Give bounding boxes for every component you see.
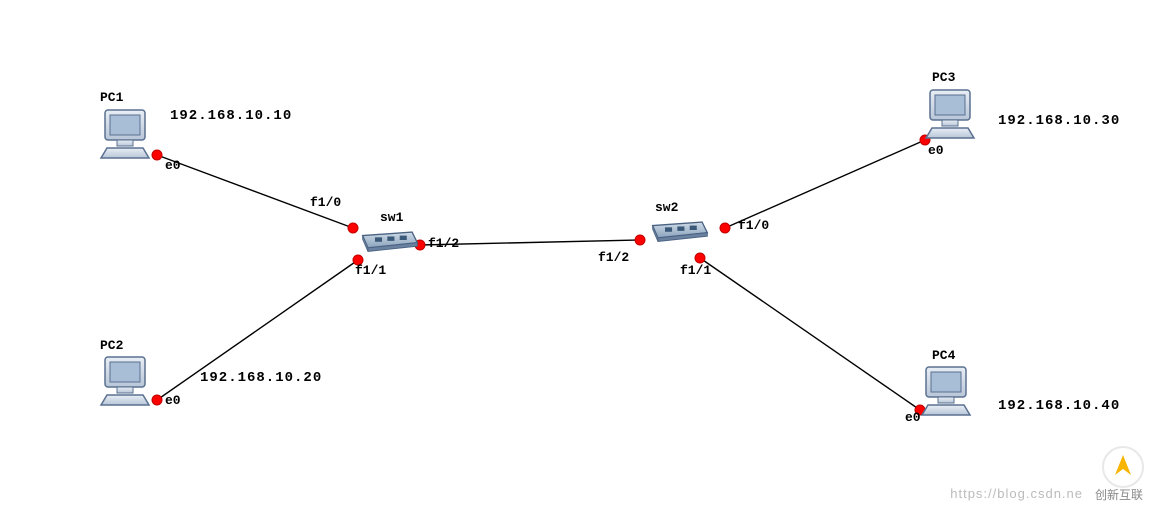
pc1-icon xyxy=(95,108,155,163)
sw1-icon xyxy=(355,225,425,255)
pc2-label: PC2 xyxy=(100,338,123,353)
pc3-icon xyxy=(920,88,980,143)
pc1-label: PC1 xyxy=(100,90,123,105)
pc3-label: PC3 xyxy=(932,70,955,85)
pc4-icon xyxy=(916,365,976,420)
sw2-icon xyxy=(645,215,715,245)
sw1-label: sw1 xyxy=(380,210,403,225)
sw2-label: sw2 xyxy=(655,200,678,215)
pc2-ip: 192.168.10.20 xyxy=(200,370,322,386)
pc3-iface: e0 xyxy=(928,143,944,158)
watermark-text: https://blog.csdn.ne xyxy=(950,486,1083,501)
sw2-f10: f1/0 xyxy=(738,218,769,233)
link-layer xyxy=(0,0,1173,507)
sw1-f10: f1/0 xyxy=(310,195,341,210)
logo-text: 创新互联 xyxy=(1095,486,1143,503)
pc4-ip: 192.168.10.40 xyxy=(998,398,1120,414)
network-diagram: PC1 PC2 PC3 PC4 sw1 sw2 192.168.10.10 19… xyxy=(0,0,1173,507)
pc2-icon xyxy=(95,355,155,410)
pc1-ip: 192.168.10.10 xyxy=(170,108,292,124)
sw1-f12: f1/2 xyxy=(428,236,459,251)
sw2-f12: f1/2 xyxy=(598,250,629,265)
pc4-label: PC4 xyxy=(932,348,955,363)
sw2-f11: f1/1 xyxy=(680,263,711,278)
sw1-f11: f1/1 xyxy=(355,263,386,278)
logo-icon xyxy=(1101,445,1145,489)
pc1-iface: e0 xyxy=(165,158,181,173)
pc3-ip: 192.168.10.30 xyxy=(998,113,1120,129)
pc2-iface: e0 xyxy=(165,393,181,408)
pc4-iface: e0 xyxy=(905,410,921,425)
